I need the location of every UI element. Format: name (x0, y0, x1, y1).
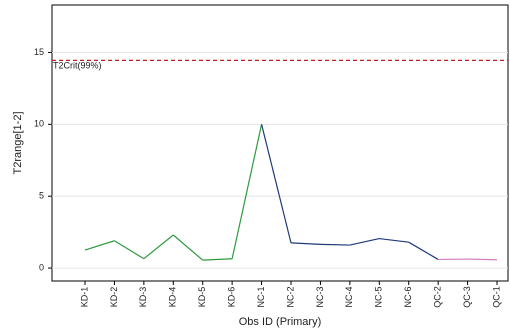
x-tick-label: NC-5 (374, 286, 384, 307)
x-axis-title: Obs ID (Primary) (239, 316, 322, 328)
line-segment (408, 241, 439, 260)
line-segment (467, 258, 498, 261)
line-segment (231, 124, 263, 259)
line-segment (143, 234, 174, 260)
x-tick-label: KD-6 (227, 287, 237, 308)
x-tick-label: QC-1 (491, 286, 501, 308)
y-tick-label: 10 (34, 119, 44, 129)
plot-frame (51, 4, 509, 282)
line-segment (202, 258, 233, 261)
line-segment (290, 242, 321, 245)
x-tick-label: QC-2 (433, 286, 443, 308)
y-tick-label: 5 (39, 191, 44, 201)
y-tick-label: 15 (34, 47, 44, 57)
x-tick-label: NC-6 (403, 286, 413, 307)
x-tick-label: KD-5 (197, 287, 207, 308)
y-axis-title: T2range[1-2] (12, 112, 24, 175)
x-tick-label: KD-4 (168, 287, 178, 308)
x-tick-label: NC-4 (344, 286, 354, 307)
x-tick-label: QC-3 (462, 286, 472, 308)
x-tick-label: KD-1 (79, 287, 89, 308)
line-segment (320, 243, 350, 246)
line-segment (114, 240, 145, 260)
x-tick-label: KD-3 (138, 287, 148, 308)
x-tick-label: NC-3 (315, 286, 325, 307)
reference-label: T2Crit(99%) (53, 61, 102, 71)
line-segment (379, 237, 409, 243)
y-tick-label: 0 (39, 262, 44, 272)
line-segment (84, 240, 115, 251)
x-tick-label: NC-1 (256, 286, 266, 307)
line-segment (349, 238, 380, 246)
line-segment (260, 124, 292, 244)
x-tick-label: KD-2 (109, 287, 119, 308)
x-tick-label: NC-2 (285, 286, 295, 307)
line-segment (172, 234, 204, 261)
